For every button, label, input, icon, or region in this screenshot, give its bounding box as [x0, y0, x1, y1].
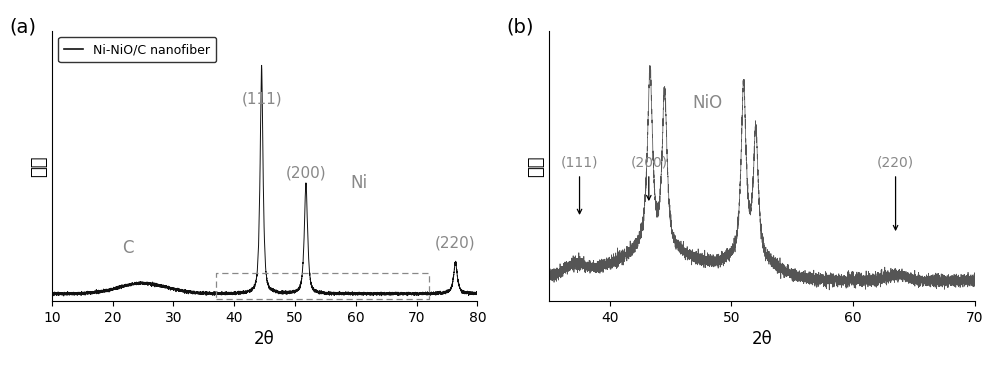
Text: Ni: Ni — [350, 174, 367, 192]
Y-axis label: 强度: 强度 — [30, 155, 48, 177]
Text: (111): (111) — [241, 92, 282, 107]
Text: NiO: NiO — [692, 93, 722, 112]
X-axis label: 2θ: 2θ — [751, 330, 772, 348]
Text: (111): (111) — [561, 155, 598, 169]
Text: (220): (220) — [877, 155, 914, 169]
Y-axis label: 强度: 强度 — [527, 155, 545, 177]
X-axis label: 2θ: 2θ — [254, 330, 275, 348]
Legend: Ni-NiO/C nanofiber: Ni-NiO/C nanofiber — [58, 37, 216, 62]
Text: (200): (200) — [286, 166, 326, 181]
Text: C: C — [122, 239, 134, 257]
Text: (a): (a) — [9, 17, 36, 36]
Text: (b): (b) — [507, 17, 534, 36]
Text: (200): (200) — [630, 155, 667, 169]
Text: (220): (220) — [435, 235, 476, 250]
